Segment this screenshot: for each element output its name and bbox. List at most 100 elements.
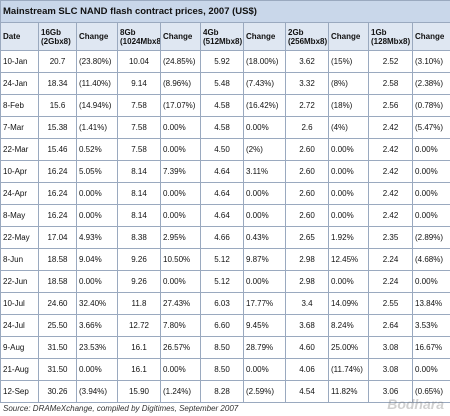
value-cell: 0.00% [411,138,450,161]
value-cell: 2.42 [368,160,413,183]
value-cell: 2.60 [285,160,329,183]
value-cell: 15.6 [38,94,77,117]
value-cell: 2.60 [285,138,329,161]
value-cell: 16.24 [38,182,77,205]
value-cell: 0.00% [76,182,118,205]
value-cell: 28.79% [243,336,286,359]
table-row: 24-Apr 16.24 0.00% 8.14 0.00% 4.64 0.00% 2.60 0.… [0,182,450,205]
value-cell: 7.80% [160,314,201,337]
value-cell: 18.34 [38,72,77,95]
table-row: 24-Jan 18.34 (11.40%) 9.14 (8.96%) 5.48 (7.43%… [0,72,450,95]
value-cell: 4.64 [200,204,244,227]
value-cell: 3.53% [411,314,450,337]
value-cell: 8.14 [117,182,161,205]
value-cell: 0.00% [76,204,118,227]
value-cell: 15.46 [38,138,77,161]
value-cell: (16.42%) [243,94,286,117]
value-cell: 5.48 [200,72,244,95]
value-cell: 3.08 [368,358,413,381]
value-cell: 0.00% [160,204,201,227]
value-cell: 0.00% [243,270,286,293]
table-row: 9-Aug 31.50 23.53% 16.1 26.57% 8.50 28.79% 4.60… [0,336,450,359]
value-cell: 16.24 [38,160,77,183]
value-cell: (0.78%) [411,94,450,117]
value-cell: (3.10%) [411,50,450,73]
value-cell: (4%) [328,116,369,139]
value-cell: 8.28 [200,380,244,403]
value-cell: 0.00% [328,182,369,205]
value-cell: (18.00%) [243,50,286,73]
value-cell: 31.50 [38,358,77,381]
date-cell: 8-Jun [0,248,39,271]
value-cell: 8.50 [200,358,244,381]
value-cell: 2.98 [285,248,329,271]
value-cell: 3.62 [285,50,329,73]
value-cell: 3.06 [368,380,413,403]
value-cell: (14.94%) [76,94,118,117]
value-cell: 0.00% [411,160,450,183]
value-cell: 16.67% [411,336,450,359]
value-cell: 2.56 [368,94,413,117]
value-cell: 2.42 [368,116,413,139]
value-cell: 8.38 [117,226,161,249]
source-note: Source: DRAMeXchange, compiled by Digiti… [3,404,239,413]
value-cell: 8.14 [117,204,161,227]
value-cell: 3.68 [285,314,329,337]
value-cell: 4.93% [76,226,118,249]
table-row: 8-Feb 15.6 (14.94%) 7.58 (17.07%) 4.58 (16.42%… [0,94,450,117]
value-cell: 0.00% [160,138,201,161]
value-cell: 2.60 [285,204,329,227]
value-cell: (1.41%) [76,116,118,139]
value-cell: 7.58 [117,116,161,139]
value-cell: 2.52 [368,50,413,73]
value-cell: 0.00% [411,182,450,205]
value-cell: 15.38 [38,116,77,139]
table-row: 22-Mar 15.46 0.52% 7.58 0.00% 4.50 (2%) 2.60 0.0… [0,138,450,161]
value-cell: 3.66% [76,314,118,337]
value-cell: (8%) [328,72,369,95]
header-cell: 16Gb (2Gbx8) [38,22,77,51]
value-cell: 20.7 [38,50,77,73]
value-cell: 2.24 [368,248,413,271]
value-cell: 8.14 [117,160,161,183]
value-cell: 0.00% [411,358,450,381]
value-cell: 0.00% [328,270,369,293]
header-cell: 2Gb (256Mbx8) [285,22,329,51]
date-cell: 7-Mar [0,116,39,139]
value-cell: 3.4 [285,292,329,315]
value-cell: 3.11% [243,160,286,183]
value-cell: 24.60 [38,292,77,315]
value-cell: 7.58 [117,94,161,117]
value-cell: 14.09% [328,292,369,315]
header-row: Date 16Gb (2Gbx8) Change 8Gb (1024Mbx8) Chan… [0,22,450,51]
table-row: 10-Apr 16.24 5.05% 8.14 7.39% 4.64 3.11% 2.60 0.… [0,160,450,183]
value-cell: 16.1 [117,358,161,381]
date-cell: 24-Jul [0,314,39,337]
value-cell: 2.24 [368,270,413,293]
value-cell: 0.00% [160,358,201,381]
date-cell: 9-Aug [0,336,39,359]
value-cell: (15%) [328,50,369,73]
value-cell: 6.60 [200,314,244,337]
value-cell: 3.08 [368,336,413,359]
value-cell: 2.42 [368,138,413,161]
value-cell: 0.52% [76,138,118,161]
date-cell: 8-May [0,204,39,227]
value-cell: 16.1 [117,336,161,359]
value-cell: 3.32 [285,72,329,95]
value-cell: 2.65 [285,226,329,249]
price-table: Mainstream SLC NAND flash contract price… [0,0,450,403]
value-cell: 0.00% [328,138,369,161]
table-title: Mainstream SLC NAND flash contract price… [0,0,450,23]
value-cell: 4.66 [200,226,244,249]
value-cell: 4.64 [200,160,244,183]
value-cell: 26.57% [160,336,201,359]
value-cell: 4.58 [200,116,244,139]
value-cell: 5.92 [200,50,244,73]
table-row: 24-Jul 25.50 3.66% 12.72 7.80% 6.60 9.45% 3.68 8… [0,314,450,337]
value-cell: 9.45% [243,314,286,337]
value-cell: (11.40%) [76,72,118,95]
value-cell: (2.38%) [411,72,450,95]
value-cell: 2.6 [285,116,329,139]
table-row: 12-Sep 30.26 (3.94%) 15.90 (1.24%) 8.28 (2.59%… [0,380,450,403]
